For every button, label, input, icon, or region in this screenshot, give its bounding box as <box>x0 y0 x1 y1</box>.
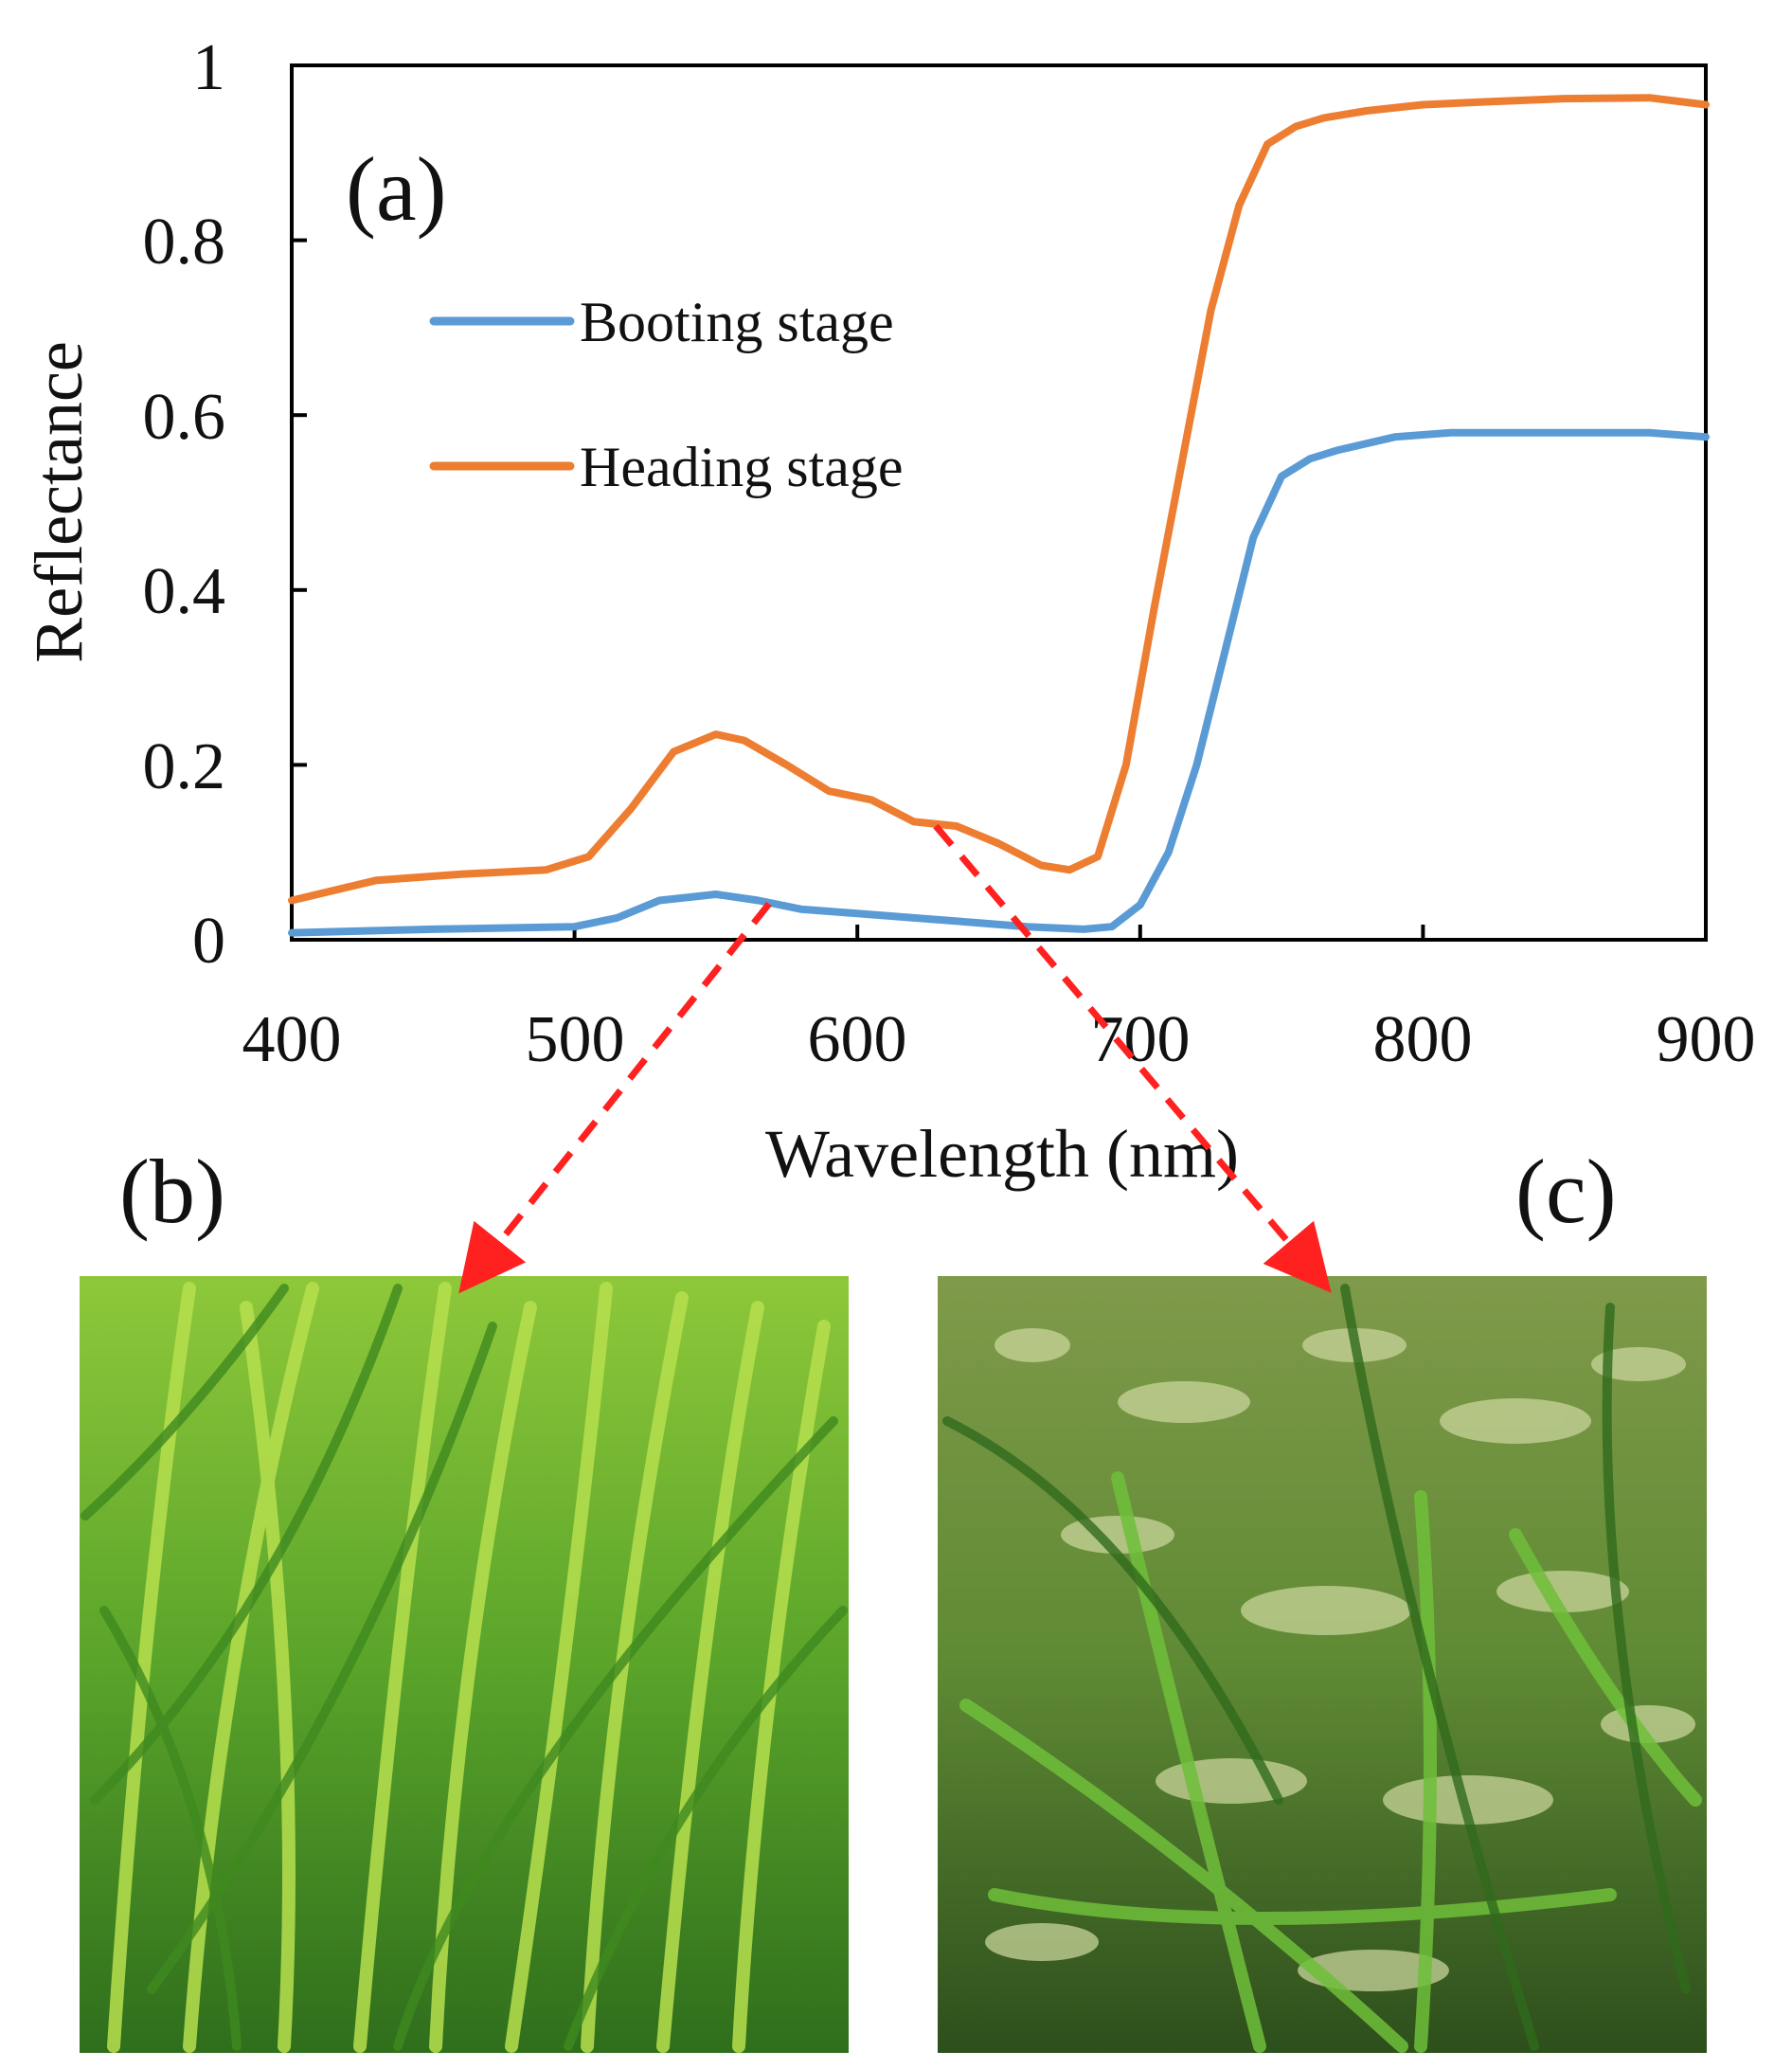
photo-booting-stage <box>80 1276 849 2053</box>
x-tick-label-800: 800 <box>1373 1003 1473 1076</box>
y-tick-label-5: 1 <box>192 31 225 104</box>
panel-label-b: (b) <box>119 1141 225 1242</box>
y-tick-labels: 0 0.2 0.4 0.6 0.8 1 <box>143 31 226 978</box>
tick-marks <box>292 238 1425 940</box>
y-tick-label-2: 0.4 <box>143 555 226 628</box>
x-tick-label-700: 700 <box>1091 1003 1191 1076</box>
x-tick-label-500: 500 <box>526 1003 625 1076</box>
series-line-booting-stage <box>288 428 1710 937</box>
arrow-to-heading-photo <box>933 823 1332 1293</box>
plot-frame <box>290 63 1708 942</box>
x-axis-title: Wavelength (nm) <box>765 1116 1239 1192</box>
y-tick-label-4: 0.8 <box>143 206 226 279</box>
series-line-heading-stage <box>288 94 1710 905</box>
panel-label-a: (a) <box>346 138 447 240</box>
y-tick-label-0: 0 <box>192 905 225 978</box>
panel-label-c: (c) <box>1515 1141 1617 1242</box>
x-tick-label-900: 900 <box>1657 1003 1756 1076</box>
y-axis-title: Reflectance <box>21 341 97 663</box>
x-tick-label-400: 400 <box>242 1003 342 1076</box>
legend: Booting stage Heading stage <box>429 291 904 498</box>
arrow-to-booting-photo <box>458 901 772 1294</box>
x-tick-labels: 400 500 600 700 800 900 <box>242 1003 1756 1076</box>
photo-heading-stage <box>938 1276 1707 2053</box>
y-tick-label-3: 0.6 <box>143 381 226 454</box>
y-tick-label-1: 0.2 <box>143 730 226 803</box>
x-tick-label-600: 600 <box>808 1003 907 1076</box>
legend-label-heading-stage: Heading stage <box>580 436 904 498</box>
legend-label-booting-stage: Booting stage <box>580 291 894 353</box>
